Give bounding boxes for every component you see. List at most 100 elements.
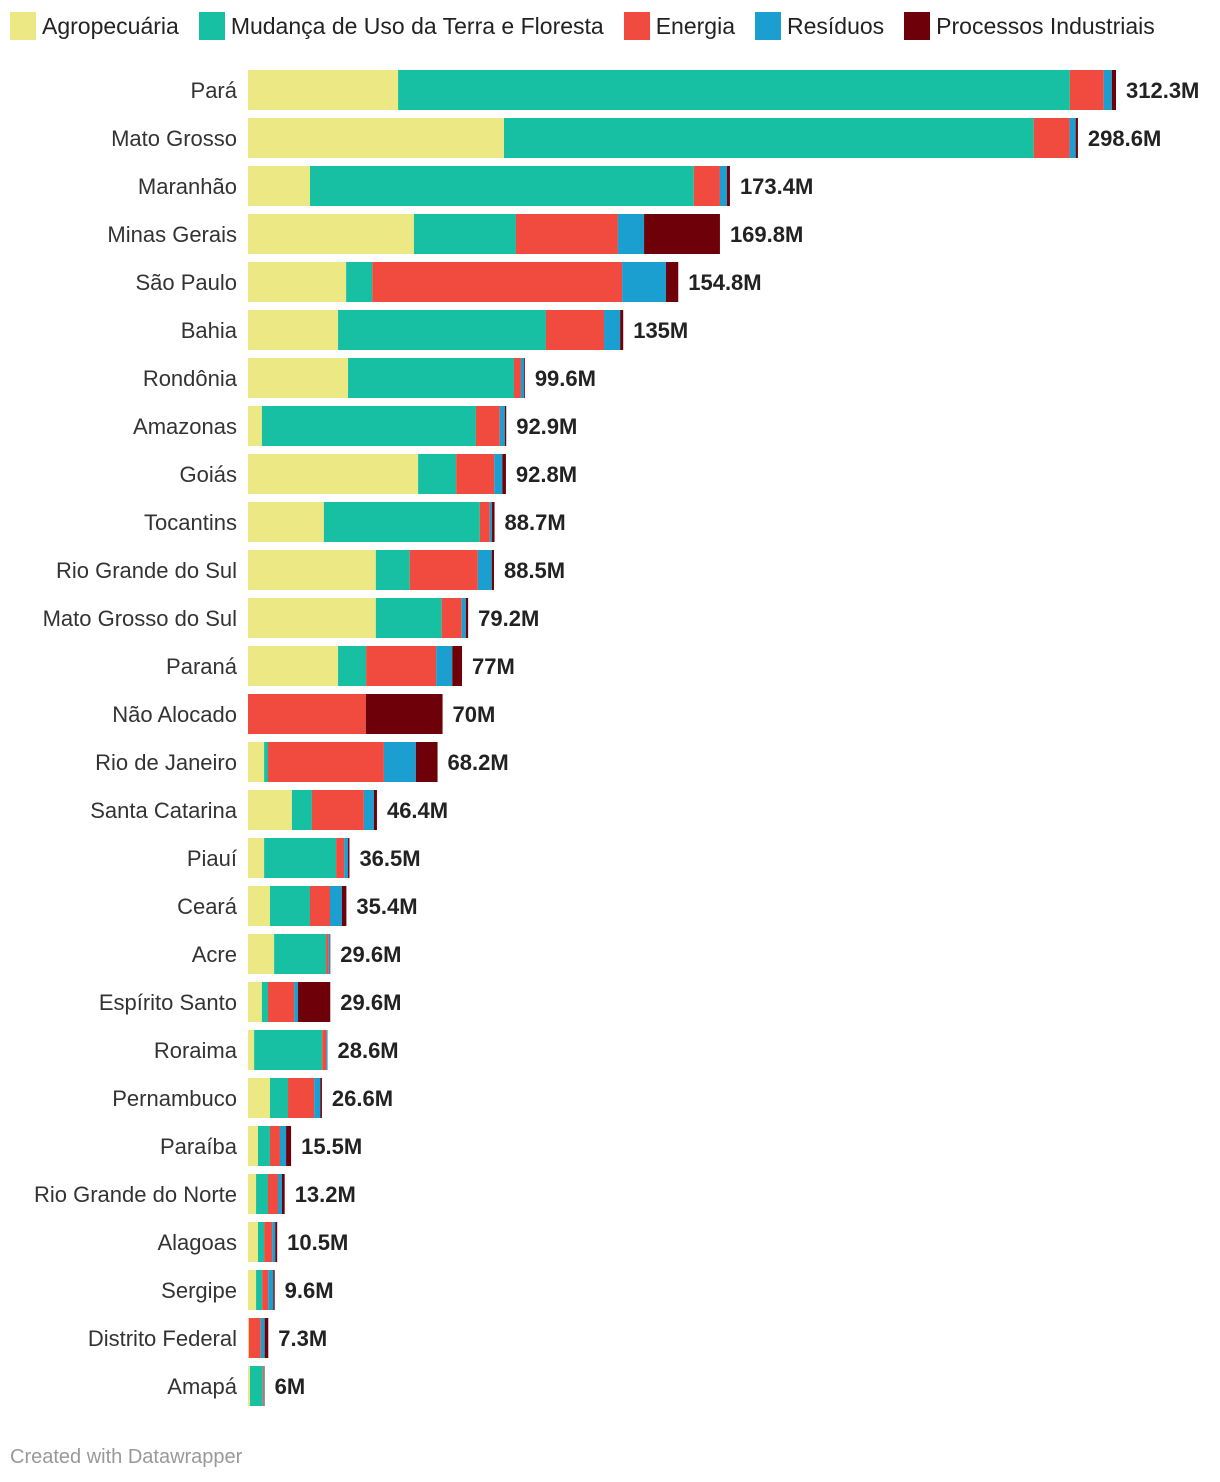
bar-segment bbox=[248, 70, 399, 110]
bar-segment bbox=[248, 502, 324, 542]
category-label: Rondônia bbox=[143, 366, 238, 391]
bar-segment bbox=[348, 358, 514, 398]
bar-segment bbox=[322, 1030, 327, 1070]
bar-segment bbox=[261, 406, 476, 446]
legend-item: Processos Industriais bbox=[904, 12, 1155, 40]
bar-segment bbox=[373, 790, 377, 830]
bar-segment bbox=[413, 214, 516, 254]
legend-swatch bbox=[10, 12, 36, 40]
bar-segment bbox=[256, 1270, 263, 1310]
bar-segment bbox=[441, 598, 462, 638]
bar-segment bbox=[622, 262, 667, 302]
total-label: 7.3M bbox=[278, 1326, 327, 1351]
bar-segment bbox=[262, 1270, 269, 1310]
category-label: Santa Catarina bbox=[90, 798, 238, 823]
bar-segment bbox=[248, 454, 419, 494]
bar-segment bbox=[268, 1270, 274, 1310]
bar-segment bbox=[269, 1126, 280, 1166]
bar-segment bbox=[249, 1366, 263, 1406]
legend-item: Mudança de Uso da Terra e Floresta bbox=[198, 12, 604, 40]
bar-segment bbox=[475, 406, 500, 446]
legend-swatch bbox=[904, 12, 931, 40]
legend-swatch bbox=[623, 12, 650, 40]
legend-label: Energia bbox=[655, 12, 735, 39]
category-label: Tocantins bbox=[144, 510, 237, 535]
bar-segment bbox=[272, 1222, 276, 1262]
bar-segment bbox=[264, 1318, 269, 1358]
bar-segment bbox=[726, 166, 730, 206]
bar-segment bbox=[248, 598, 376, 638]
category-label: Bahia bbox=[181, 318, 238, 343]
bar-segment bbox=[341, 886, 347, 926]
bar-segment bbox=[436, 646, 453, 686]
bar-segment bbox=[1069, 70, 1104, 110]
bar-segment bbox=[248, 886, 270, 926]
bar-segment bbox=[294, 982, 299, 1022]
legend-swatch bbox=[198, 12, 225, 40]
bar-segment bbox=[329, 886, 342, 926]
bar-segment bbox=[268, 742, 384, 782]
bar-segment bbox=[499, 406, 505, 446]
bar-segment bbox=[604, 310, 621, 350]
bar-segment bbox=[248, 982, 262, 1022]
bar-segment bbox=[311, 790, 364, 830]
footer-credit: Created with Datawrapper bbox=[10, 1446, 243, 1468]
bar-segment bbox=[248, 262, 347, 302]
category-label: Alagoas bbox=[157, 1230, 237, 1255]
total-label: 312.3M bbox=[1126, 78, 1199, 103]
category-label: Piauí bbox=[187, 846, 237, 871]
category-label: Pernambuco bbox=[112, 1086, 237, 1111]
total-label: 77M bbox=[472, 654, 515, 679]
bar-segment bbox=[338, 310, 546, 350]
category-label: Ceará bbox=[177, 894, 238, 919]
bar-segment bbox=[288, 1078, 315, 1118]
total-label: 88.5M bbox=[504, 558, 565, 583]
bar-segment bbox=[479, 502, 490, 542]
total-label: 9.6M bbox=[285, 1278, 334, 1303]
bar-segment bbox=[248, 1222, 259, 1262]
bar-segment bbox=[545, 310, 605, 350]
category-label: Minas Gerais bbox=[107, 222, 237, 247]
bar-segment bbox=[326, 1030, 328, 1070]
bar-segment bbox=[329, 934, 331, 974]
bar-segment bbox=[248, 118, 504, 158]
total-label: 173.4M bbox=[740, 174, 813, 199]
total-label: 28.6M bbox=[337, 1038, 398, 1063]
bar-segment bbox=[248, 1030, 255, 1070]
category-label: Amapá bbox=[167, 1374, 237, 1399]
category-label: Maranhão bbox=[138, 174, 237, 199]
total-label: 36.5M bbox=[359, 846, 420, 871]
bar-segment bbox=[366, 646, 437, 686]
category-label: Sergipe bbox=[161, 1278, 237, 1303]
bar-segment bbox=[515, 214, 618, 254]
total-label: 13.2M bbox=[295, 1182, 356, 1207]
bar-segment bbox=[286, 1126, 292, 1166]
bar-segment bbox=[314, 1078, 321, 1118]
category-label: Goiás bbox=[180, 462, 237, 487]
bar-segment bbox=[644, 214, 720, 254]
total-label: 68.2M bbox=[448, 750, 509, 775]
bar-segment bbox=[248, 1366, 250, 1406]
bar-segment bbox=[418, 454, 457, 494]
bar-segment bbox=[248, 406, 262, 446]
bar-segment bbox=[492, 502, 495, 542]
bar-segment bbox=[261, 982, 269, 1022]
bar-segment bbox=[274, 934, 327, 974]
total-label: 35.4M bbox=[356, 894, 417, 919]
bar-segment bbox=[248, 1078, 270, 1118]
category-label: Mato Grosso do Sul bbox=[43, 606, 237, 631]
category-label: Paraíba bbox=[160, 1134, 238, 1159]
legend-item: Agropecuária bbox=[10, 12, 179, 40]
bar-segment bbox=[513, 358, 521, 398]
bar-segment bbox=[1103, 70, 1112, 110]
bar-segment bbox=[262, 1366, 264, 1406]
bar-segment bbox=[372, 262, 623, 302]
bar-segment bbox=[489, 502, 493, 542]
bar-segment bbox=[248, 838, 265, 878]
bar-segment bbox=[248, 214, 414, 254]
bar-segment bbox=[409, 550, 478, 590]
bar-segment bbox=[298, 982, 331, 1022]
bar-segment bbox=[504, 406, 507, 446]
bar-segment bbox=[258, 1126, 270, 1166]
category-label: Mato Grosso bbox=[111, 126, 237, 151]
